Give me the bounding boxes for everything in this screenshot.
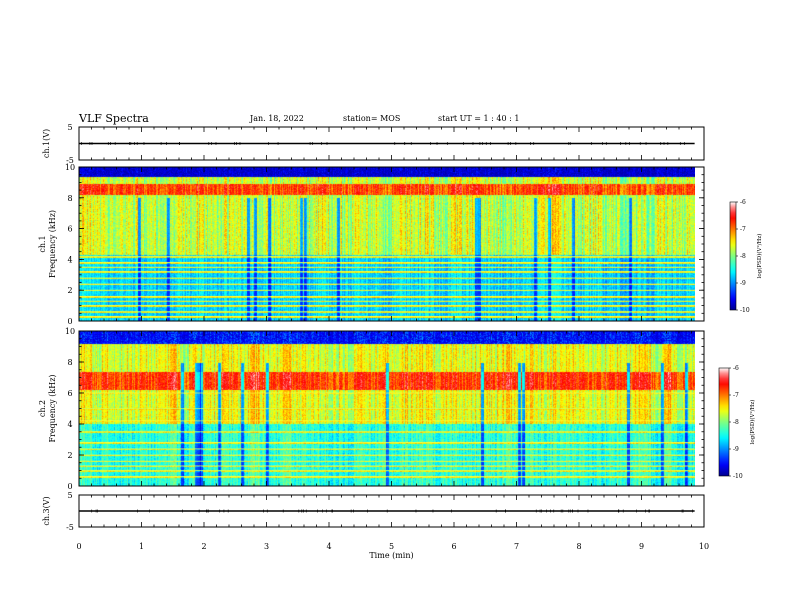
ch1-spectrogram-y-tick-label: 6 bbox=[67, 225, 72, 234]
ch2-spectrogram-ylabel: ch.2 bbox=[38, 400, 47, 417]
x-tick-label: 2 bbox=[201, 542, 206, 551]
ch2-spectrogram-colorbar-tick-label: -6 bbox=[733, 365, 739, 372]
ch1-spectrogram-y-tick-label: 0 bbox=[67, 317, 72, 326]
ch1-spectrogram-y-tick-label: 4 bbox=[67, 255, 72, 264]
ch1-spectrogram-colorbar-tick-label: -9 bbox=[740, 280, 746, 287]
ch2-spectrogram-colorbar-label: log(PSD)(V²/Hz) bbox=[749, 400, 756, 445]
ch1-spectrogram-ylabel: ch.1 bbox=[38, 235, 47, 252]
x-tick-label: 4 bbox=[326, 542, 331, 551]
ch2-spectrogram-colorbar-tick-label: -9 bbox=[733, 446, 739, 453]
ch1-spectrogram-ylabel: Frequency (kHz) bbox=[48, 210, 57, 278]
ch1-spectrogram-y-tick-label: 2 bbox=[67, 286, 72, 295]
date-label: Jan. 18, 2022 bbox=[250, 114, 304, 123]
x-tick-label: 10 bbox=[699, 542, 709, 551]
chart-title: VLF Spectra bbox=[79, 112, 149, 125]
ch3-waveform-y-tick-label: -5 bbox=[66, 523, 74, 532]
ch1-spectrogram-y-tick-label: 8 bbox=[67, 194, 72, 203]
ch2-spectrogram-colorbar-tick-label: -10 bbox=[733, 473, 743, 480]
ch1-waveform-y-tick-label: 5 bbox=[67, 123, 72, 132]
ch1-spectrogram-y-tick-label: 10 bbox=[65, 163, 75, 172]
ch1-waveform-y-tick-label: -5 bbox=[66, 156, 74, 165]
ch1-spectrogram-colorbar-tick-label: -7 bbox=[740, 226, 746, 233]
ch2-spectrogram-colorbar-tick-label: -8 bbox=[733, 419, 739, 426]
ch2-spectrogram-y-tick-label: 6 bbox=[67, 389, 72, 398]
x-axis-label: Time (min) bbox=[369, 551, 413, 560]
ch1-spectrogram-colorbar-tick-label: -10 bbox=[740, 307, 750, 314]
ch2-spectrogram-colorbar bbox=[718, 367, 730, 477]
ch3-waveform-y-tick-label: 5 bbox=[67, 491, 72, 500]
x-tick-label: 0 bbox=[76, 542, 81, 551]
x-tick-label: 7 bbox=[514, 542, 519, 551]
station-label: station= MOS bbox=[343, 114, 401, 123]
x-tick-label: 6 bbox=[451, 542, 456, 551]
ch2-spectrogram-y-tick-label: 2 bbox=[67, 451, 72, 460]
x-tick-label: 3 bbox=[264, 542, 269, 551]
ch1-spectrogram-colorbar bbox=[729, 201, 737, 311]
ch1-spectrogram-colorbar-tick-label: -6 bbox=[740, 199, 746, 206]
spectrogram-image-ch1 bbox=[79, 167, 695, 321]
x-tick-label: 1 bbox=[139, 542, 144, 551]
ch2-spectrogram-y-tick-label: 8 bbox=[67, 358, 72, 367]
x-tick-label: 9 bbox=[639, 542, 644, 551]
x-tick-label: 5 bbox=[389, 542, 394, 551]
x-tick-label: 8 bbox=[576, 542, 581, 551]
ch1-spectrogram-colorbar-label: log(PSD)(V²/Hz) bbox=[756, 234, 763, 279]
ch2-spectrogram-y-tick-label: 4 bbox=[67, 420, 72, 429]
ch2-spectrogram-colorbar-tick-label: -7 bbox=[733, 392, 739, 399]
ch1-spectrogram-colorbar-tick-label: -8 bbox=[740, 253, 746, 260]
ch1-waveform-ylabel: ch.1(V) bbox=[42, 129, 51, 158]
ch3-waveform-ylabel: ch.3(V) bbox=[42, 496, 51, 525]
ch2-spectrogram-y-tick-label: 0 bbox=[67, 482, 72, 491]
ch2-spectrogram-y-tick-label: 10 bbox=[65, 327, 75, 336]
start-ut-label: start UT = 1 : 40 : 1 bbox=[438, 114, 520, 123]
ch2-spectrogram-ylabel: Frequency (kHz) bbox=[48, 374, 57, 442]
